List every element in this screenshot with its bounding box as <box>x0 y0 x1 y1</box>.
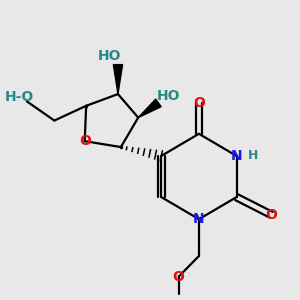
Polygon shape <box>138 99 161 118</box>
Text: O: O <box>193 96 205 110</box>
Text: HO: HO <box>98 49 121 63</box>
Text: N: N <box>193 212 205 226</box>
Polygon shape <box>113 64 123 94</box>
Text: H: H <box>248 149 259 162</box>
Text: O: O <box>265 208 277 222</box>
Text: N: N <box>231 149 242 163</box>
Text: O: O <box>173 270 184 283</box>
Text: O: O <box>79 134 91 148</box>
Text: H-O: H-O <box>5 90 34 104</box>
Text: HO: HO <box>157 88 180 103</box>
